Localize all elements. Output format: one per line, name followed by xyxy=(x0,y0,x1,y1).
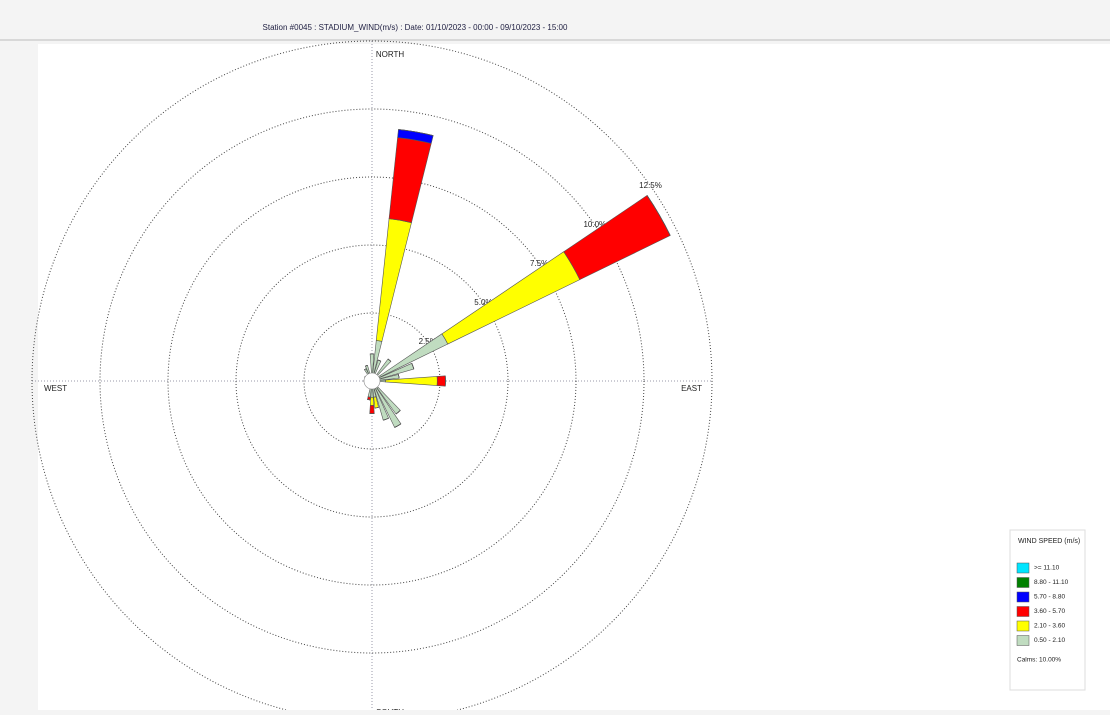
direction-label: EAST xyxy=(681,384,702,393)
legend-label: >= 11.10 xyxy=(1034,565,1060,572)
direction-label: WEST xyxy=(44,384,67,393)
legend-label: 5.70 - 8.80 xyxy=(1034,594,1065,601)
ring-label: 12.5% xyxy=(639,181,662,190)
chart-title: Station #0045 : STADIUM_WIND(m/s) : Date… xyxy=(263,23,568,32)
legend-title: WIND SPEED (m/s) xyxy=(1018,538,1080,545)
calms-label: Calms: 10.00% xyxy=(1017,657,1061,664)
legend-swatch xyxy=(1017,563,1029,573)
wedge xyxy=(437,376,445,386)
legend-label: 3.60 - 5.70 xyxy=(1034,608,1065,615)
legend-swatch xyxy=(1017,636,1029,646)
legend-swatch xyxy=(1017,578,1029,588)
wedge xyxy=(370,397,373,405)
legend-label: 0.50 - 2.10 xyxy=(1034,637,1065,644)
legend-swatch xyxy=(1017,621,1029,631)
wedge xyxy=(370,405,375,413)
direction-label: NORTH xyxy=(376,50,405,59)
legend-label: 2.10 - 3.60 xyxy=(1034,623,1065,630)
calm-circle xyxy=(364,373,380,389)
legend-label: 8.80 - 11.10 xyxy=(1034,579,1069,586)
legend-swatch xyxy=(1017,592,1029,602)
legend-swatch xyxy=(1017,607,1029,617)
